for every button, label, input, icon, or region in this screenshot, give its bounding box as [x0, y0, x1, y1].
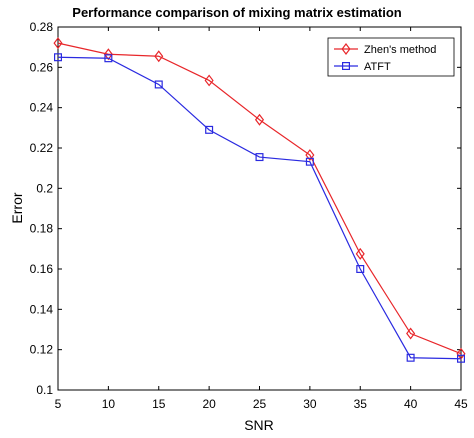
y-tick-label: 0.1	[36, 383, 53, 397]
data-point	[254, 113, 265, 126]
data-point	[305, 157, 314, 166]
y-tick-label: 0.18	[30, 222, 54, 236]
y-tick-label: 0.24	[30, 101, 54, 115]
x-tick-label: 25	[253, 397, 267, 411]
legend: Zhen's method ATFT	[327, 37, 455, 77]
series-line	[57, 56, 462, 360]
legend-marker	[341, 43, 351, 55]
axes: 5 10 15 20 25 30 35 40 45 0.1 0.12 0.14 0.16 0.18 0.2 0…	[30, 20, 468, 411]
x-tick-label: 15	[152, 397, 166, 411]
series-diamond	[53, 37, 466, 360]
y-tick-label: 0.28	[30, 20, 54, 34]
data-point	[154, 50, 164, 63]
x-tick-label: 35	[354, 397, 368, 411]
y-tick-label: 0.16	[30, 262, 54, 276]
legend-label: ATFT	[364, 61, 391, 73]
data-point	[103, 48, 113, 61]
data-point	[205, 125, 214, 134]
data-point	[356, 265, 365, 274]
data-point	[53, 53, 62, 62]
y-tick-label: 0.22	[30, 141, 54, 155]
series-line	[57, 42, 462, 355]
legend-label: Zhen's method	[364, 44, 436, 56]
data-point	[104, 54, 113, 63]
data-point	[154, 80, 163, 89]
data-point	[53, 37, 63, 50]
x-tick-label: 10	[102, 397, 116, 411]
x-tick-label: 45	[454, 397, 468, 411]
chart-title: Performance comparison of mixing matrix …	[72, 5, 402, 20]
x-tick-label: 5	[55, 397, 62, 411]
x-axis-label: SNR	[244, 417, 274, 433]
legend-marker	[342, 61, 351, 70]
data-point	[457, 354, 466, 363]
x-tick-label: 30	[303, 397, 317, 411]
data-point	[406, 327, 416, 340]
data-point	[305, 149, 315, 162]
y-tick-label: 0.14	[30, 302, 54, 316]
x-tick-label: 20	[202, 397, 216, 411]
series-square	[53, 53, 466, 363]
data-point	[406, 353, 415, 362]
x-tick-label: 40	[404, 397, 418, 411]
y-tick-label: 0.2	[36, 181, 53, 195]
data-point	[355, 247, 365, 260]
plot-area	[57, 26, 462, 391]
data-point	[255, 153, 264, 162]
y-axis-label: Error	[9, 192, 25, 223]
data-point	[204, 74, 214, 87]
series-layer	[53, 37, 466, 363]
y-tick-label: 0.26	[30, 60, 54, 74]
y-tick-label: 0.12	[30, 343, 54, 357]
